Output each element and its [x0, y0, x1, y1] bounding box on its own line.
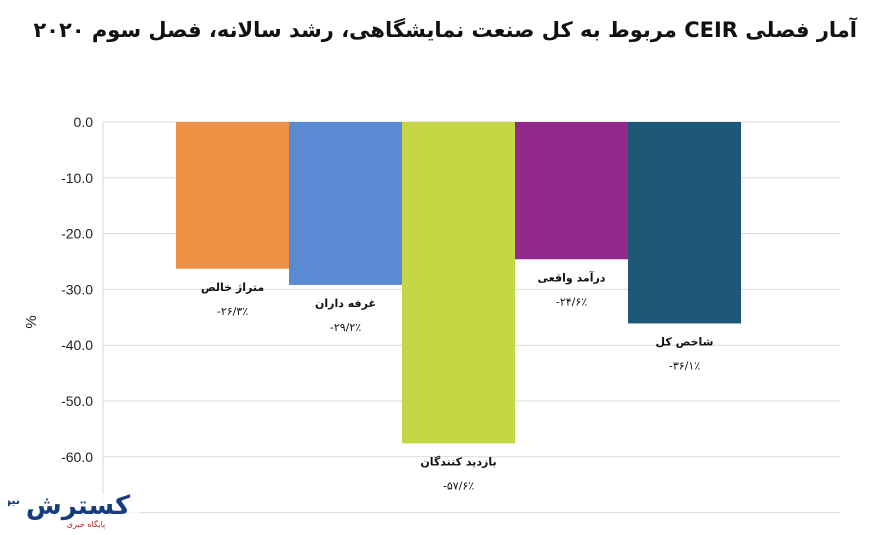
y-tick-label: -60.0	[61, 449, 93, 465]
y-tick-label: -50.0	[61, 393, 93, 409]
bar	[176, 122, 289, 269]
bars	[176, 122, 741, 444]
value-label: -۵۷/۶٪	[443, 479, 474, 492]
y-tick-label: 0.0	[74, 114, 94, 130]
category-label: شاخص کل	[656, 335, 714, 348]
chart-title: آمار فصلی CEIR مربوط به کل صنعت نمایشگاه…	[33, 18, 857, 42]
category-label: بازدید کنندگان	[420, 455, 496, 468]
category-label: غرفه داران	[315, 297, 376, 310]
value-label: -۳۶/۱٪	[669, 359, 700, 372]
y-tick-label: -40.0	[61, 337, 93, 353]
value-label: -۲۶/۳٪	[217, 305, 248, 318]
y-tick-label: -30.0	[61, 281, 93, 297]
watermark-logo: کسترش نیوز پایگاه خبری	[8, 491, 140, 529]
y-tick-label: -20.0	[61, 226, 93, 242]
y-axis-label: %	[23, 315, 40, 328]
bar	[289, 122, 402, 285]
svg-text:کسترش: کسترش	[26, 491, 131, 521]
category-label: متراژ خالص	[201, 281, 264, 294]
value-label: -۲۹/۲٪	[330, 321, 361, 334]
svg-text:پایگاه خبری: پایگاه خبری	[67, 519, 106, 529]
y-axis-ticks: 0.0 -10.0 -20.0 -30.0 -40.0 -50.0 -60.0	[61, 114, 93, 465]
svg-text:نیوز: نیوز	[8, 494, 20, 507]
bar	[402, 122, 515, 444]
category-label: درآمد واقعی	[538, 270, 606, 284]
bar	[628, 122, 741, 324]
value-label: -۲۴/۶٪	[556, 295, 587, 308]
bar	[515, 122, 628, 260]
y-tick-label: -10.0	[61, 170, 93, 186]
data-labels: متراژ خالص -۲۶/۳٪ غرفه داران -۲۹/۲٪ بازدید ک…	[201, 270, 714, 492]
